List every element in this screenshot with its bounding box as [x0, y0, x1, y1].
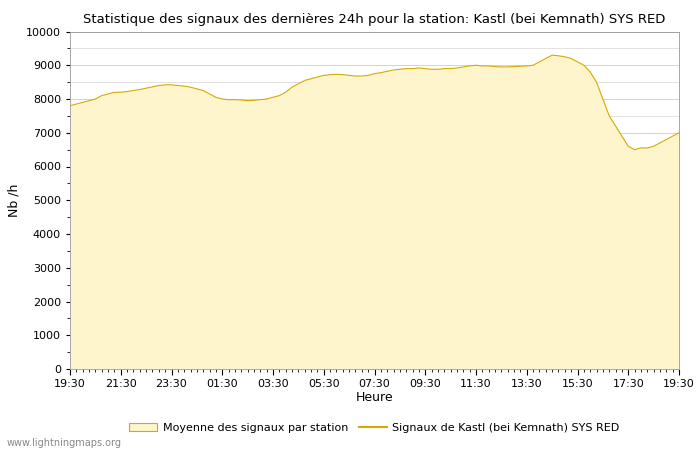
Text: www.lightningmaps.org: www.lightningmaps.org: [7, 438, 122, 448]
Legend: Moyenne des signaux par station, Signaux de Kastl (bei Kemnath) SYS RED: Moyenne des signaux par station, Signaux…: [125, 419, 624, 438]
Y-axis label: Nb /h: Nb /h: [8, 184, 20, 217]
Title: Statistique des signaux des dernières 24h pour la station: Kastl (bei Kemnath) S: Statistique des signaux des dernières 24…: [83, 13, 666, 26]
X-axis label: Heure: Heure: [356, 391, 393, 404]
